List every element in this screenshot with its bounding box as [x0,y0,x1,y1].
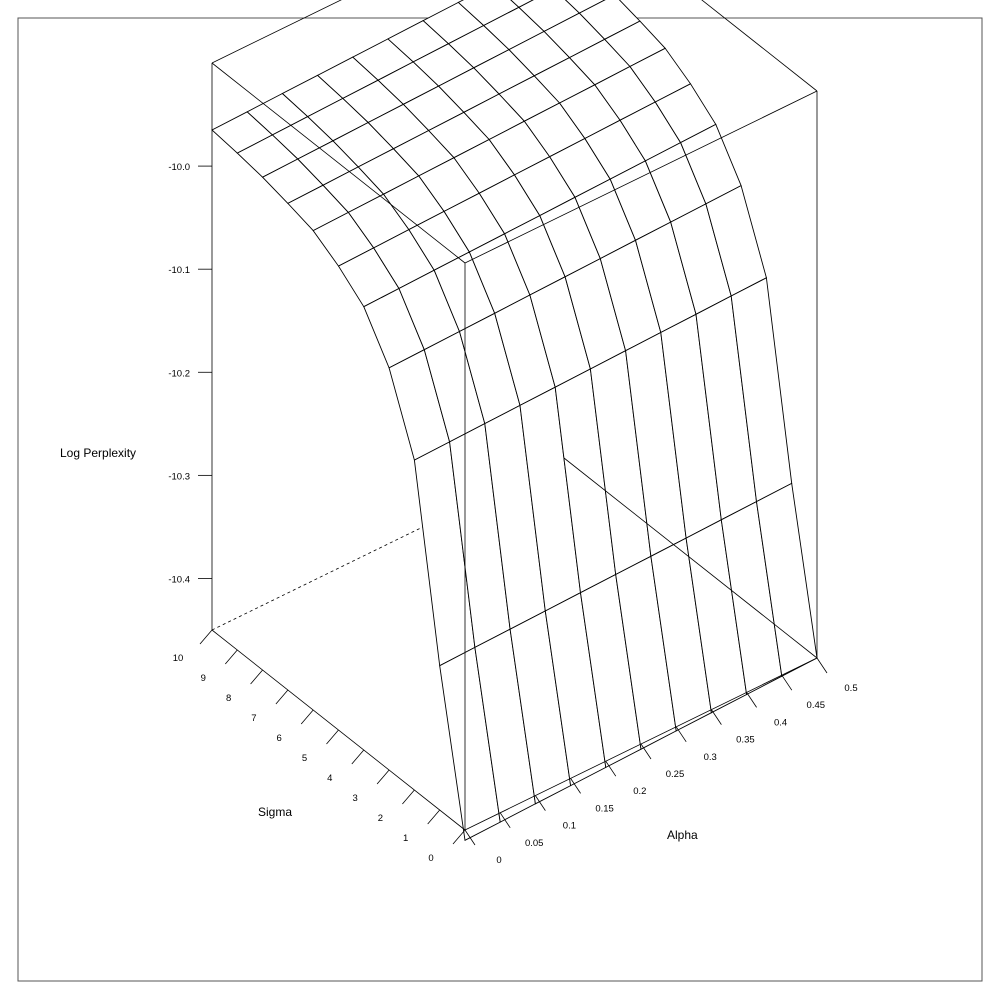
sigma-tick-label: 10 [173,653,184,664]
alpha-tick-label: 0.4 [774,717,787,728]
sigma-tick-label: 0 [428,853,433,864]
z-tick-label: -10.3 [168,471,190,482]
alpha-tick-label: 0.5 [844,683,857,694]
sigma-tick-label: 7 [251,713,256,724]
z-axis-label: Log Perplexity [60,446,136,460]
z-tick-label: -10.1 [168,265,190,276]
box-edge-top-front [464,90,818,264]
sigma-tick [300,709,314,725]
box-edge-top-left [211,62,466,264]
box-edge-top-right [701,0,818,92]
alpha-tick [781,674,793,691]
sigma-tick [326,729,339,745]
sigma-tick-label: 5 [302,753,307,764]
sigma-tick-label: 6 [277,733,282,744]
z-tick-label: -10.2 [168,368,190,379]
sigma-tick-label: 3 [352,793,357,804]
sigma-tick [275,689,289,705]
sigma-tick-label: 2 [378,813,383,824]
axis-ticks: 0 0.05 0.1 0.15 0.2 0.25 0.3 0.35 0.4 0.45 0.5 0 1 2 3… [168,162,857,866]
alpha-tick [499,812,511,829]
alpha-tick-label: 0.45 [807,700,826,711]
alpha-tick-label: 0.15 [595,803,614,814]
x-axis-label: Alpha [667,828,698,842]
alpha-tick [711,709,722,725]
alpha-tick-label: 0.35 [736,735,755,746]
sigma-tick-label: 1 [403,833,408,844]
sigma-tick [351,749,365,765]
alpha-tick-label: 0.2 [633,786,646,797]
alpha-tick [816,657,828,674]
sigma-tick [427,809,441,825]
alpha-tick [605,760,617,777]
z-tick-label: -10.4 [168,574,190,585]
alpha-tick [464,829,476,846]
sigma-tick-label: 4 [327,773,332,784]
sigma-tick-label: 9 [201,673,206,684]
z-tick-label: -10.0 [168,162,190,173]
y-axis-label: Sigma [258,805,292,819]
alpha-tick [746,692,757,708]
alpha-tick [570,778,581,794]
sigma-tick [250,669,263,685]
alpha-tick-label: 0.25 [666,769,685,780]
alpha-tick [640,743,652,760]
alpha-tick-label: 0 [496,855,501,866]
box-edge-right-bottom [563,457,818,659]
alpha-tick-label: 0.3 [704,752,717,763]
alpha-tick [675,726,687,743]
sigma-tick [402,789,415,805]
sigma-tick [452,829,466,845]
surface-mesh [211,0,818,841]
sigma-tick-label: 8 [226,693,231,704]
sigma-tick [199,629,213,645]
sigma-tick [224,649,238,665]
box-edge-top-back [211,0,342,64]
surface-facet [510,0,534,8]
alpha-tick-label: 0.05 [525,838,544,849]
sigma-tick [376,769,390,785]
alpha-tick [535,795,546,811]
alpha-tick-label: 0.1 [563,821,576,832]
